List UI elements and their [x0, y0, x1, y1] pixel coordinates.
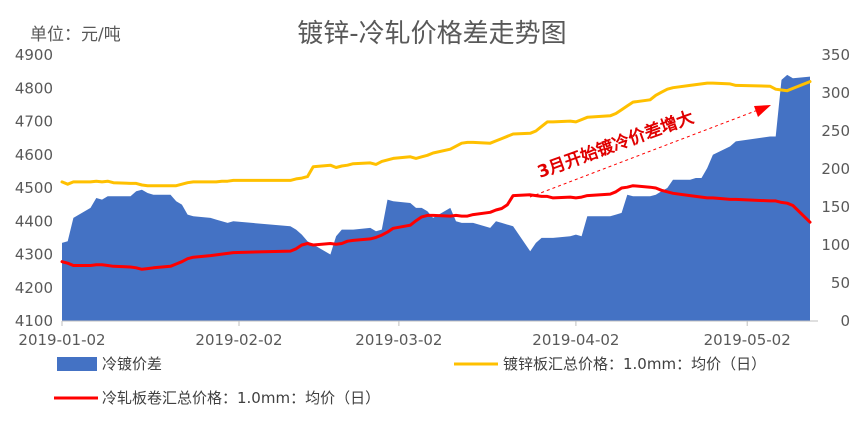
right-tick-label: 350: [821, 46, 850, 64]
line-series-layer: [60, 80, 812, 271]
chart-title: 镀锌-冷轧价格差走势图: [297, 19, 566, 49]
legend-item-galv: 镀锌板汇总价格：1.0mm：均价（日）: [454, 355, 766, 373]
left-tick-label: 4200: [15, 279, 53, 297]
legend-label-cold: 冷轧板卷汇总价格：1.0mm：均价（日）: [102, 389, 380, 407]
x-tick-label: 2019-02-02: [195, 331, 282, 349]
left-tick-label: 4700: [15, 113, 53, 131]
legend-label-spread: 冷镀价差: [102, 355, 162, 373]
legend-swatch-area: [57, 357, 97, 371]
left-axis-ticks: 4100 4200 4300 4400 4500 4600 4700 4800 4900: [15, 46, 53, 330]
right-tick-label: 0: [840, 312, 850, 330]
right-axis-ticks: 0 50 100 150 200 250 300 350: [821, 46, 850, 330]
left-tick-label: 4800: [15, 79, 53, 97]
right-tick-label: 50: [831, 274, 850, 292]
annotation-text: 3月开始镀冷价差增大: [535, 107, 697, 183]
right-tick-label: 250: [821, 122, 850, 140]
x-tick-label: 2019-01-02: [18, 331, 105, 349]
legend-item-cold: 冷轧板卷汇总价格：1.0mm：均价（日）: [54, 389, 380, 407]
left-tick-label: 4900: [15, 46, 53, 64]
x-tick-label: 2019-05-02: [704, 331, 791, 349]
left-tick-label: 4100: [15, 312, 53, 330]
legend: 冷镀价差 镀锌板汇总价格：1.0mm：均价（日） 冷轧板卷汇总价格：1.0mm：…: [54, 355, 766, 407]
line-series-galvanized: [60, 80, 812, 188]
x-tick-label: 2019-03-02: [355, 331, 442, 349]
x-axis-ticks: 2019-01-02 2019-02-02 2019-03-02 2019-04-02…: [18, 321, 791, 349]
left-tick-label: 4400: [15, 212, 53, 230]
right-tick-label: 150: [821, 198, 850, 216]
unit-label: 单位：元/吨: [30, 25, 121, 45]
annotation-arrow-line: [529, 109, 759, 198]
area-series-cold-galv-spread: [62, 74, 810, 322]
right-tick-label: 100: [821, 236, 850, 254]
annotation-arrowhead-icon: [754, 105, 771, 117]
right-tick-label: 200: [821, 160, 850, 178]
left-tick-label: 4600: [15, 146, 53, 164]
line-series-cold-rolled: [60, 184, 812, 271]
right-tick-label: 300: [821, 84, 850, 102]
x-tick-label: 2019-04-02: [532, 331, 619, 349]
legend-item-spread: 冷镀价差: [57, 355, 162, 373]
left-tick-label: 4300: [15, 246, 53, 264]
legend-label-galv: 镀锌板汇总价格：1.0mm：均价（日）: [503, 355, 766, 373]
area-path-spread: [62, 74, 810, 322]
left-tick-label: 4500: [15, 179, 53, 197]
